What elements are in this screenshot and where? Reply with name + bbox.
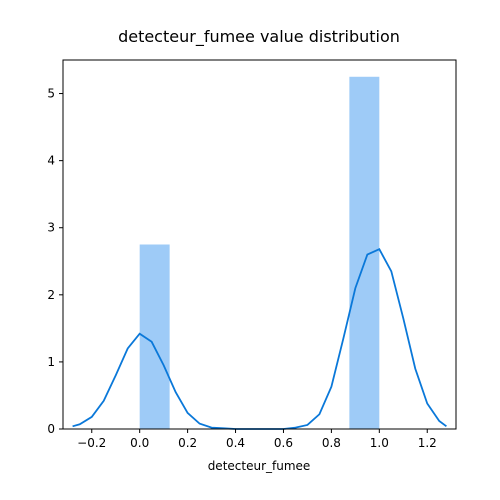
y-tick-label: 3 <box>47 221 55 235</box>
x-tick-label: 1.0 <box>370 436 389 450</box>
x-axis-ticks: −0.2 0.0 0.2 0.4 0.6 0.8 1.0 1.2 <box>77 429 437 450</box>
y-tick-label: 5 <box>47 87 55 101</box>
x-tick-label: 1.2 <box>418 436 437 450</box>
histogram-bar-2 <box>349 76 380 429</box>
kde-line <box>72 248 447 430</box>
x-tick-label: −0.2 <box>77 436 106 450</box>
x-tick-label: 0.6 <box>274 436 293 450</box>
chart-title: detecteur_fumee value distribution <box>118 27 400 47</box>
x-axis-label: detecteur_fumee <box>208 459 311 473</box>
x-tick-label: 0.2 <box>178 436 197 450</box>
y-axis-ticks: 0 1 2 3 4 5 <box>47 87 63 436</box>
plot-frame <box>62 59 457 430</box>
x-tick-label: 0.8 <box>322 436 341 450</box>
y-tick-label: 1 <box>47 355 55 369</box>
y-tick-label: 2 <box>47 288 55 302</box>
x-tick-label: 0.4 <box>226 436 245 450</box>
y-tick-label: 4 <box>47 154 55 168</box>
x-tick-label: 0.0 <box>130 436 149 450</box>
bars-group <box>139 76 380 429</box>
y-tick-label: 0 <box>47 422 55 436</box>
